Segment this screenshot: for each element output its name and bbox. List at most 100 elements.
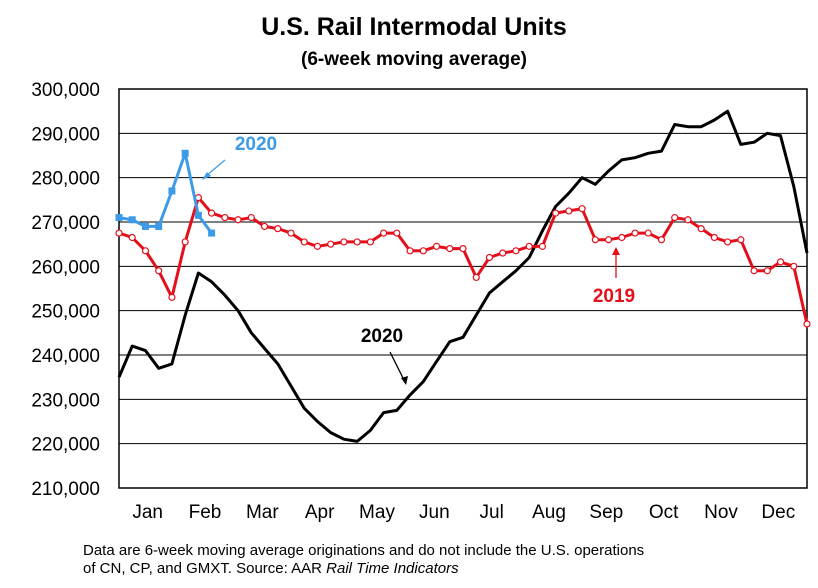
data-point: [737, 236, 745, 244]
data-point: [512, 247, 520, 255]
data-point: [671, 213, 679, 222]
data-point: [221, 213, 229, 222]
data-point: [790, 262, 798, 270]
data-point: [194, 211, 202, 219]
data-point: [128, 233, 136, 242]
y-tick-label: 230,000: [31, 390, 100, 411]
data-point: [472, 273, 480, 282]
data-point: [155, 222, 163, 230]
data-point: [247, 213, 255, 222]
x-tick-label-apr: Apr: [305, 502, 335, 523]
data-point: [380, 229, 388, 237]
data-point: [340, 238, 348, 246]
footnote-line-2: of CN, CP, and GMXT. Source: AAR Rail Ti…: [83, 560, 803, 578]
data-point: [499, 249, 507, 257]
data-point: [631, 229, 639, 237]
data-point: [168, 187, 176, 195]
data-point: [115, 229, 123, 237]
data-point: [618, 233, 626, 242]
data-point: [155, 267, 163, 275]
data-point: [208, 209, 216, 217]
y-tick-label: 290,000: [31, 124, 100, 145]
series-2019-circle: [115, 194, 811, 328]
y-tick-label: 260,000: [31, 257, 100, 278]
series-line: [117, 109, 809, 443]
data-point: [287, 229, 295, 237]
data-point: [657, 236, 666, 244]
data-point: [446, 245, 454, 253]
data-point: [141, 247, 150, 255]
x-tick-label-mar: Mar: [246, 502, 279, 523]
data-point: [406, 247, 414, 255]
data-point: [724, 238, 732, 246]
chart: U.S. Rail Intermodal Units (6-week movin…: [31, 13, 811, 523]
data-point: [525, 242, 533, 250]
data-point: [565, 207, 573, 215]
y-tick-label: 280,000: [31, 169, 100, 190]
chart-title: U.S. Rail Intermodal Units: [261, 13, 567, 41]
data-point: [313, 242, 322, 250]
series-2020-none: [117, 109, 809, 443]
x-tick-label-jul: Jul: [480, 502, 504, 523]
data-point: [538, 242, 546, 250]
data-point: [684, 216, 692, 224]
series: [115, 109, 811, 443]
data-point: [803, 320, 811, 328]
y-tick-label: 250,000: [31, 302, 100, 323]
data-point: [485, 253, 494, 262]
x-tick-label-may: May: [359, 502, 395, 523]
chart-subtitle: (6-week moving average): [301, 49, 527, 70]
data-point: [366, 238, 374, 246]
data-point: [353, 238, 361, 246]
annotations: 2020 2019 2020: [202, 134, 635, 385]
x-tick-label-jun: Jun: [419, 502, 450, 523]
x-tick-label-jan: Jan: [132, 502, 163, 523]
data-point: [710, 233, 718, 242]
data-point: [327, 240, 335, 248]
annotation-2020-blue-arrowhead: [202, 172, 211, 180]
series-2020-square: [115, 149, 216, 237]
data-point: [578, 205, 586, 213]
data-point: [750, 267, 758, 275]
data-point: [419, 247, 427, 255]
annotation-2019: 2019: [593, 286, 635, 307]
data-point: [393, 229, 401, 237]
data-point: [697, 225, 705, 233]
y-tick-label: 270,000: [31, 213, 100, 234]
x-tick-label-aug: Aug: [532, 502, 566, 523]
data-point: [181, 238, 189, 246]
data-point: [168, 293, 176, 301]
x-tick-label-sep: Sep: [589, 502, 623, 523]
data-point: [260, 222, 269, 231]
y-tick-label: 240,000: [31, 346, 100, 367]
y-tick-label: 220,000: [31, 435, 100, 456]
y-tick-label: 210,000: [31, 479, 100, 500]
data-point: [776, 258, 785, 266]
x-tick-label-feb: Feb: [189, 502, 222, 523]
data-point: [644, 229, 652, 237]
x-tick-label-nov: Nov: [704, 502, 738, 523]
x-tick-label-dec: Dec: [761, 502, 795, 523]
data-point: [115, 214, 123, 222]
plot-frame: [118, 88, 808, 489]
grid: [119, 132, 807, 445]
data-point: [604, 236, 613, 244]
data-point: [141, 222, 149, 230]
data-point: [128, 216, 136, 224]
data-point: [432, 242, 441, 250]
x-axis: Jan Feb Mar Apr May Jun Jul Aug Sep Oct Nov Dec: [132, 502, 795, 523]
footnote-line-1: Data are 6-week moving average originati…: [83, 542, 645, 559]
data-point: [274, 225, 282, 233]
data-point: [591, 236, 599, 244]
y-axis: 300,000 290,000 280,000 270,000 260,000 250,0…: [31, 80, 100, 500]
data-point: [181, 149, 189, 157]
annotation-2020-blue-arrow: [205, 159, 226, 177]
annotation-2019-arrowhead: [612, 247, 620, 255]
footnote: Data are 6-week moving average originati…: [83, 542, 803, 578]
data-point: [459, 245, 467, 253]
annotation-2020-blue: 2020: [235, 134, 277, 155]
footnote-source: of CN, CP, and GMXT. Source: AAR: [83, 560, 327, 577]
data-point: [208, 229, 216, 237]
annotation-2020-black-arrowhead: [401, 376, 408, 385]
footnote-source-title: Rail Time Indicators: [326, 560, 459, 577]
